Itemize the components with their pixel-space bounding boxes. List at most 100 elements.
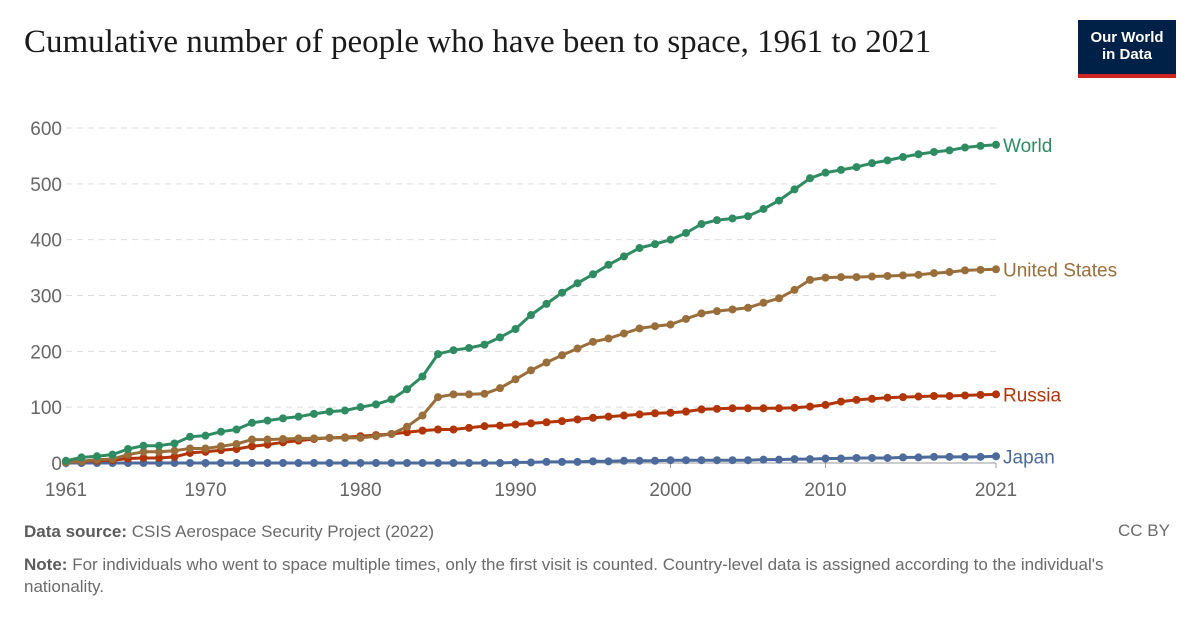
data-point: [821, 273, 830, 282]
data-point: [217, 442, 225, 451]
data-point: [821, 168, 830, 177]
data-point: [713, 456, 721, 465]
data-point: [914, 150, 923, 159]
data-point: [806, 455, 814, 464]
data-point: [403, 385, 411, 394]
series-world[interactable]: [62, 140, 1000, 465]
data-point: [790, 185, 799, 194]
data-point: [186, 459, 194, 467]
data-point: [310, 409, 318, 418]
data-point: [728, 305, 737, 314]
data-point: [465, 343, 473, 352]
data-point: [790, 285, 799, 294]
data-point: [139, 447, 148, 456]
data-point: [434, 393, 442, 402]
data-point: [651, 456, 659, 465]
data-point: [325, 407, 334, 416]
series-russia[interactable]: [62, 390, 1000, 466]
data-point: [899, 153, 907, 162]
data-point: [511, 325, 520, 333]
data-point: [914, 270, 923, 279]
data-point: [976, 390, 985, 399]
series-label[interactable]: Russia: [1003, 385, 1062, 406]
data-point: [868, 453, 876, 462]
data-point: [930, 148, 938, 157]
data-point: [341, 433, 349, 442]
data-point: [775, 455, 783, 464]
data-point: [387, 429, 396, 438]
series-united-states[interactable]: [62, 265, 1000, 467]
y-tick-label: 300: [30, 287, 62, 308]
data-point: [666, 408, 675, 417]
data-point: [976, 452, 985, 461]
data-point: [139, 441, 148, 450]
data-point: [899, 271, 907, 280]
series-label[interactable]: Japan: [1003, 447, 1055, 468]
data-point: [837, 165, 845, 174]
data-point: [635, 410, 644, 419]
data-point: [883, 156, 892, 165]
data-point: [961, 143, 969, 152]
data-point: [511, 458, 520, 467]
x-tick-label: 1970: [184, 480, 226, 501]
data-point: [294, 459, 303, 467]
license[interactable]: CC BY: [1118, 521, 1170, 540]
data-point: [418, 372, 427, 381]
data-point: [108, 450, 117, 459]
data-point: [883, 453, 892, 462]
x-tick-label: 2021: [975, 480, 1017, 501]
data-point: [465, 390, 473, 399]
source-text[interactable]: CSIS Aerospace Security Project (2022): [131, 522, 435, 541]
data-point: [976, 141, 985, 150]
data-point: [682, 456, 690, 465]
data-point: [666, 320, 675, 329]
data-point: [93, 452, 101, 461]
series-label[interactable]: United States: [1003, 260, 1117, 281]
data-point: [806, 275, 814, 284]
data-point: [186, 432, 194, 441]
data-point: [232, 459, 241, 467]
chart-note: Note: For individuals who went to space …: [24, 554, 1124, 598]
owid-logo[interactable]: Our World in Data: [1078, 20, 1176, 78]
data-point: [806, 402, 814, 411]
data-point: [651, 409, 659, 418]
data-source: Data source: CSIS Aerospace Security Pro…: [24, 521, 434, 543]
data-point: [837, 397, 845, 406]
data-point: [992, 140, 1000, 149]
data-point: [232, 425, 241, 434]
data-point: [279, 414, 287, 423]
data-point: [759, 455, 768, 464]
data-point: [573, 415, 582, 424]
data-point: [682, 228, 690, 237]
data-point: [248, 442, 256, 451]
note-label: Note:: [24, 555, 68, 574]
data-point: [945, 146, 954, 155]
data-point: [620, 329, 628, 338]
data-point: [558, 351, 566, 360]
source-label: Data source:: [24, 522, 127, 541]
data-point: [294, 412, 303, 421]
data-point: [542, 358, 551, 367]
data-point: [976, 265, 985, 274]
data-point: [356, 459, 365, 467]
data-point: [372, 400, 380, 409]
data-point: [558, 417, 566, 426]
series-label[interactable]: World: [1003, 136, 1052, 157]
data-point: [852, 163, 861, 172]
series-japan[interactable]: [62, 452, 1000, 467]
x-tick-label: 1961: [45, 480, 87, 501]
data-point: [542, 457, 551, 466]
data-point: [728, 456, 737, 465]
x-tick-label: 2010: [804, 480, 846, 501]
data-point: [837, 273, 845, 282]
data-point: [821, 400, 830, 409]
data-point: [589, 270, 597, 279]
data-point: [790, 403, 799, 412]
y-tick-label: 200: [30, 342, 62, 363]
data-point: [744, 404, 752, 413]
x-tick-label: 1990: [494, 480, 536, 501]
data-point: [170, 439, 179, 448]
data-point: [62, 456, 70, 465]
data-point: [992, 390, 1000, 399]
